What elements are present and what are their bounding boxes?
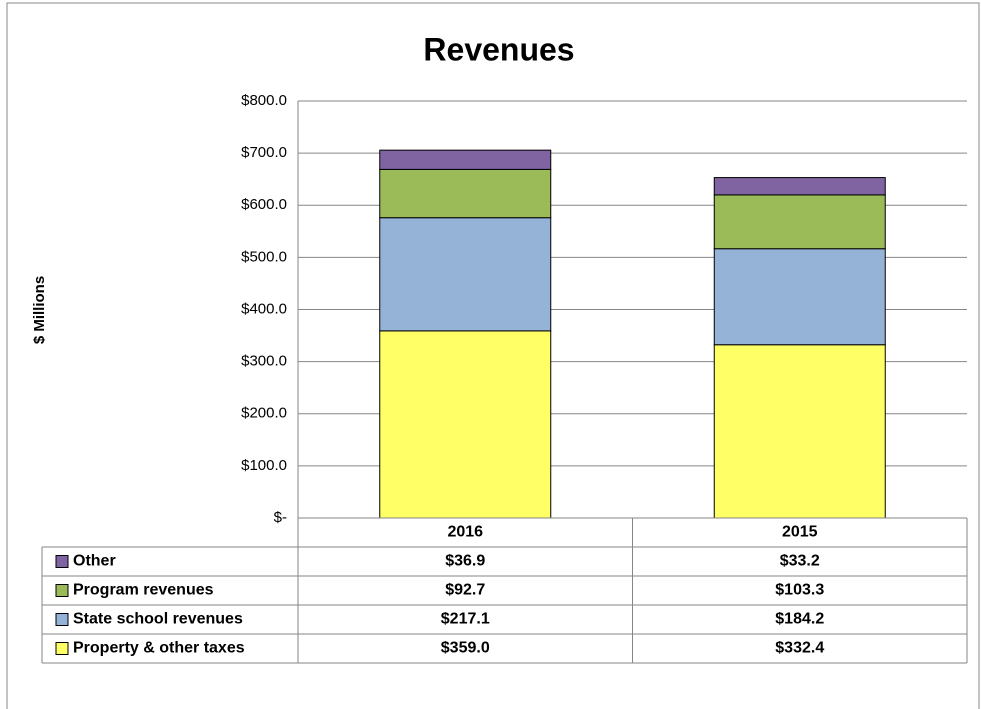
data-label: $359.0 xyxy=(441,640,490,657)
bar-segment xyxy=(713,194,886,250)
y-tick-label: $300.0 xyxy=(241,353,287,370)
legend-key xyxy=(55,613,69,626)
y-axis-label: $ Millions xyxy=(31,276,48,344)
y-tick-label: $400.0 xyxy=(241,300,287,317)
chart-title: Revenues xyxy=(423,31,574,67)
bar-segment xyxy=(379,168,552,219)
y-tick-label: $- xyxy=(274,509,287,526)
y-tick-label: $100.0 xyxy=(241,457,287,474)
bar-segment xyxy=(379,330,552,519)
data-label: $36.9 xyxy=(445,553,485,570)
y-tick-label: $200.0 xyxy=(241,405,287,422)
data-label: $217.1 xyxy=(441,611,490,628)
legend-label: Program revenues xyxy=(73,582,214,599)
x-tick-label: 2016 xyxy=(447,524,483,541)
chart-border xyxy=(6,2,980,709)
y-tick-label: $500.0 xyxy=(241,248,287,265)
bar-segment xyxy=(713,177,886,196)
bar-segment xyxy=(713,248,886,346)
legend-label: Other xyxy=(73,553,116,570)
y-tick-label: $800.0 xyxy=(241,92,287,109)
data-label: $103.3 xyxy=(775,582,824,599)
y-tick-label: $600.0 xyxy=(241,196,287,213)
legend-key xyxy=(55,555,69,568)
data-label: $184.2 xyxy=(775,611,824,628)
legend-key xyxy=(55,584,69,597)
x-tick-label: 2015 xyxy=(782,524,818,541)
bar-segment xyxy=(379,149,552,170)
y-tick-label: $700.0 xyxy=(241,144,287,161)
data-label: $92.7 xyxy=(445,582,485,599)
data-label: $33.2 xyxy=(780,553,820,570)
legend-label: State school revenues xyxy=(73,611,243,628)
legend-label: Property & other taxes xyxy=(73,640,245,657)
data-label: $332.4 xyxy=(775,640,824,657)
legend-key xyxy=(55,642,69,655)
bar-segment xyxy=(713,344,886,519)
bar-segment xyxy=(379,217,552,332)
